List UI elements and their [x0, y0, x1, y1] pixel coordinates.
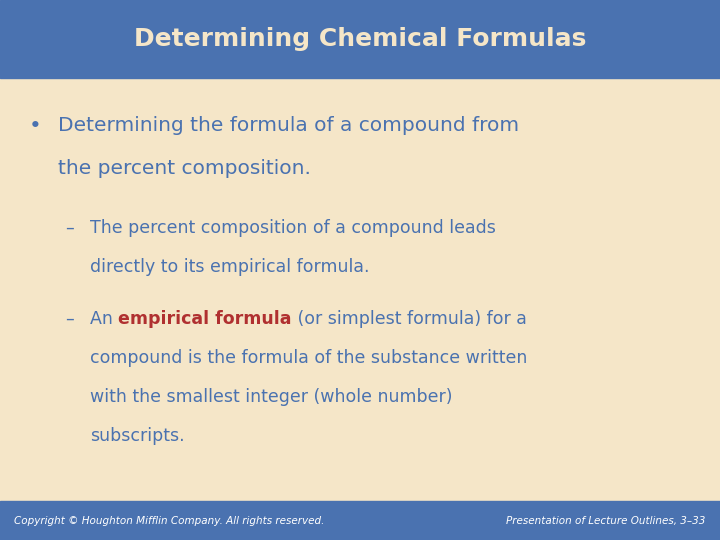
Text: •: • — [29, 116, 42, 136]
Text: compound is the formula of the substance written: compound is the formula of the substance… — [90, 349, 527, 367]
Bar — [0, 0, 720, 78]
Text: Determining the formula of a compound from: Determining the formula of a compound fr… — [58, 116, 518, 135]
Text: (or simplest formula) for a: (or simplest formula) for a — [292, 310, 527, 328]
Text: with the smallest integer (whole number): with the smallest integer (whole number) — [90, 388, 452, 406]
Text: –: – — [65, 310, 73, 328]
Text: subscripts.: subscripts. — [90, 427, 184, 444]
Text: An: An — [90, 310, 118, 328]
Text: Presentation of Lecture Outlines, 3–33: Presentation of Lecture Outlines, 3–33 — [506, 516, 706, 525]
Text: The percent composition of a compound leads: The percent composition of a compound le… — [90, 219, 496, 237]
Text: –: – — [65, 219, 73, 237]
Text: the percent composition.: the percent composition. — [58, 159, 310, 178]
Text: Determining Chemical Formulas: Determining Chemical Formulas — [134, 27, 586, 51]
Text: directly to its empirical formula.: directly to its empirical formula. — [90, 258, 369, 275]
Text: empirical formula: empirical formula — [118, 310, 292, 328]
Bar — [0, 501, 720, 540]
Text: Copyright © Houghton Mifflin Company. All rights reserved.: Copyright © Houghton Mifflin Company. Al… — [14, 516, 325, 525]
